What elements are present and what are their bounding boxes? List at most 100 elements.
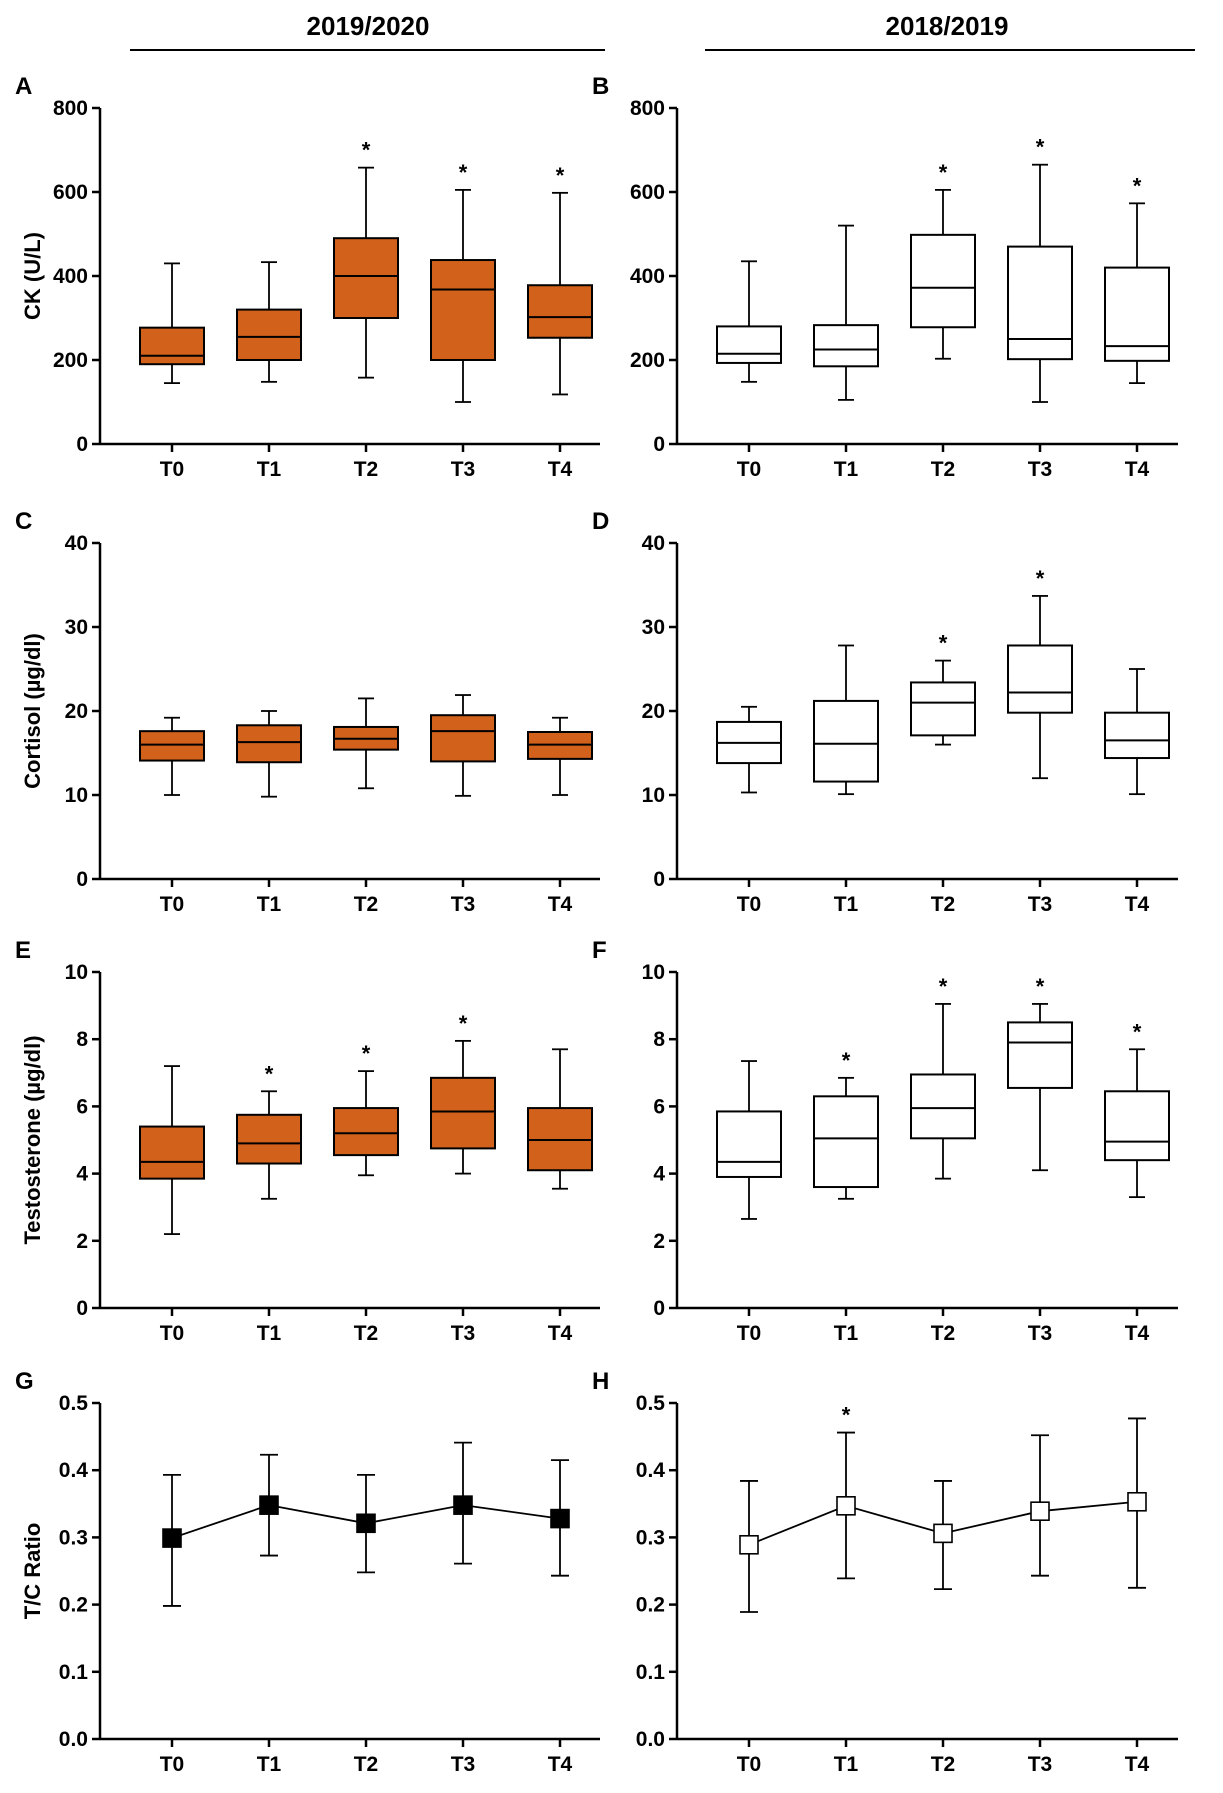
box-e-t0 xyxy=(139,1065,205,1235)
y-tick-label-g: 0.3 xyxy=(59,1526,88,1549)
x-tick-label-b: T4 xyxy=(1125,458,1150,481)
x-tick-label-e: T0 xyxy=(160,1322,185,1345)
box-iqr xyxy=(1104,1090,1170,1162)
x-tick-label-f: T3 xyxy=(1028,1322,1053,1345)
y-tick-label-c: 40 xyxy=(65,532,88,555)
x-tick-label-c: T4 xyxy=(548,893,573,916)
y-tick-label-d: 30 xyxy=(642,616,665,639)
y-tick-label-h: 0.1 xyxy=(636,1661,666,1684)
box-a-t4 xyxy=(527,191,593,396)
y-tick-label-e: 2 xyxy=(76,1230,88,1253)
box-b-t4 xyxy=(1104,202,1170,385)
y-tick-label-c: 10 xyxy=(65,784,88,807)
significance-marker-a: * xyxy=(459,160,468,185)
box-iqr xyxy=(139,1125,205,1180)
box-f-t2 xyxy=(910,1003,976,1180)
box-iqr xyxy=(813,1095,879,1189)
x-tick-label-a: T2 xyxy=(354,458,379,481)
mean-marker xyxy=(550,1508,570,1529)
box-d-t2 xyxy=(910,659,976,746)
x-tick-label-a: T4 xyxy=(548,458,573,481)
y-tick-label-f: 0 xyxy=(653,1297,665,1320)
x-tick-label-c: T3 xyxy=(451,893,476,916)
y-tick-label-a: 0 xyxy=(76,433,88,456)
mean-marker xyxy=(739,1534,759,1555)
x-tick-label-a: T3 xyxy=(451,458,476,481)
panel-f: F 0 2 4 6 8 10 T0 T1 T2 T3 T4 * * * * xyxy=(592,937,1178,1345)
mean-marker xyxy=(259,1495,279,1515)
box-iqr xyxy=(1007,644,1073,714)
y-tick-label-g: 0.0 xyxy=(59,1728,88,1751)
significance-marker-e: * xyxy=(265,1061,274,1086)
box-iqr xyxy=(430,714,496,763)
x-tick-label-b: T0 xyxy=(737,458,762,481)
box-d-t0 xyxy=(716,705,782,794)
y-tick-label-a: 600 xyxy=(53,181,88,204)
panel-e: E 0 2 4 6 8 10 T0 T1 T2 T3 T4 Testosterone (µg/dl) * *… xyxy=(15,937,600,1345)
box-c-t0 xyxy=(139,716,205,796)
point-h-t0 xyxy=(739,1480,759,1613)
box-f-t1 xyxy=(813,1076,879,1200)
box-e-t1 xyxy=(236,1090,302,1200)
x-tick-label-h: T4 xyxy=(1125,1753,1150,1776)
box-f-t3 xyxy=(1007,1003,1073,1172)
box-b-t2 xyxy=(910,188,976,360)
x-tick-label-h: T2 xyxy=(931,1753,956,1776)
y-tick-label-f: 6 xyxy=(653,1095,665,1118)
box-iqr xyxy=(716,325,782,364)
box-iqr xyxy=(139,326,205,366)
panel-c: C 0 10 20 30 40 T0 T1 T2 T3 T4 Cortisol (µg/dl) xyxy=(15,508,600,916)
significance-marker-f: * xyxy=(1133,1019,1142,1044)
significance-marker-a: * xyxy=(556,163,565,188)
point-g-t4 xyxy=(550,1459,570,1577)
box-e-t2 xyxy=(333,1070,399,1177)
panel-letter-g: G xyxy=(15,1368,34,1395)
box-e-t3 xyxy=(430,1039,496,1175)
x-tick-label-f: T2 xyxy=(931,1322,956,1345)
box-iqr xyxy=(139,730,205,762)
y-tick-label-b: 800 xyxy=(630,97,665,120)
y-tick-label-e: 4 xyxy=(76,1163,88,1186)
box-d-t3 xyxy=(1007,595,1073,780)
y-tick-label-a: 800 xyxy=(53,97,88,120)
box-iqr xyxy=(716,1110,782,1178)
box-f-t4 xyxy=(1104,1048,1170,1199)
x-tick-label-f: T0 xyxy=(737,1322,762,1345)
y-tick-label-a: 200 xyxy=(53,349,88,372)
y-tick-label-f: 10 xyxy=(642,961,665,984)
significance-marker-b: * xyxy=(939,160,948,185)
season-title-2019-2020: 2019/2020 xyxy=(307,11,430,41)
x-tick-label-g: T1 xyxy=(257,1753,282,1776)
box-iqr xyxy=(430,1076,496,1150)
y-tick-label-f: 8 xyxy=(653,1028,665,1051)
box-f-t0 xyxy=(716,1060,782,1220)
x-tick-label-d: T2 xyxy=(931,893,956,916)
y-tick-label-f: 2 xyxy=(653,1230,665,1253)
y-tick-label-c: 30 xyxy=(65,616,88,639)
significance-marker-e: * xyxy=(362,1041,371,1066)
y-tick-label-c: 20 xyxy=(65,700,88,723)
box-b-t1 xyxy=(813,224,879,401)
box-b-t3 xyxy=(1007,163,1073,403)
significance-marker-f: * xyxy=(842,1048,851,1073)
point-g-t3 xyxy=(453,1441,473,1565)
box-c-t3 xyxy=(430,694,496,797)
x-tick-label-e: T3 xyxy=(451,1322,476,1345)
panel-letter-e: E xyxy=(15,937,31,964)
y-tick-label-b: 400 xyxy=(630,265,665,288)
point-g-t0 xyxy=(162,1474,182,1607)
x-tick-label-e: T2 xyxy=(354,1322,379,1345)
box-a-t1 xyxy=(236,261,302,383)
significance-marker-d: * xyxy=(1036,566,1045,591)
y-tick-label-d: 10 xyxy=(642,784,665,807)
point-h-t2 xyxy=(933,1480,953,1591)
box-e-t4 xyxy=(527,1048,593,1190)
x-tick-label-a: T1 xyxy=(257,458,282,481)
y-tick-label-g: 0.1 xyxy=(59,1661,89,1684)
significance-marker-h: * xyxy=(842,1403,851,1428)
x-tick-label-g: T3 xyxy=(451,1753,476,1776)
y-axis-label-e: Testosterone (µg/dl) xyxy=(20,1035,45,1244)
x-tick-label-d: T3 xyxy=(1028,893,1053,916)
x-tick-label-d: T1 xyxy=(834,893,859,916)
